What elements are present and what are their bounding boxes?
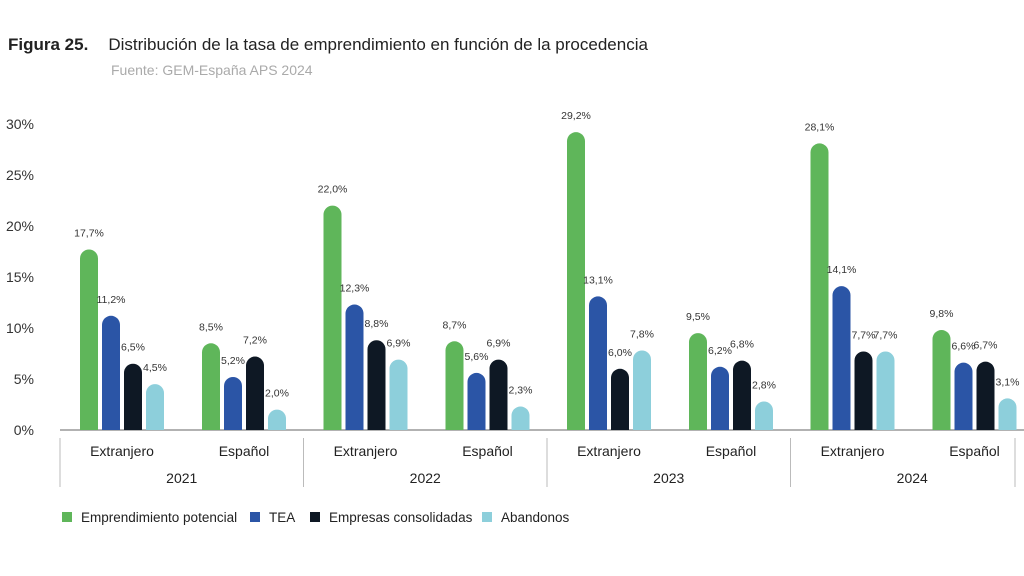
data-label: 28,1% [805, 121, 835, 133]
y-tick-label: 30% [6, 116, 34, 132]
data-label: 6,5% [121, 342, 145, 354]
bar-tea [589, 296, 607, 430]
data-label: 9,8% [930, 308, 954, 320]
year-label: 2021 [166, 470, 197, 486]
bar-tea [954, 362, 973, 430]
legend-label: Abandonos [501, 510, 570, 525]
category-label: Español [462, 443, 513, 459]
bar-abandonos [633, 350, 651, 430]
bar-empresas-consolidadas [854, 351, 873, 430]
bar-emprendimiento-potencial [567, 132, 585, 430]
data-label: 29,2% [561, 110, 591, 122]
data-label: 17,7% [74, 227, 104, 239]
bar-empresas-consolidadas [489, 359, 508, 430]
category-label: Extranjero [577, 443, 641, 459]
legend-swatch [250, 512, 260, 522]
data-label: 8,5% [199, 321, 223, 333]
year-label: 2022 [410, 470, 441, 486]
bar-emprendimiento-potencial [323, 205, 342, 430]
bar-empresas-consolidadas [367, 340, 386, 430]
bar-tea [832, 286, 851, 430]
figure-label: Figura 25. [8, 35, 89, 54]
y-tick-label: 5% [14, 371, 34, 387]
bar-abandonos [146, 384, 164, 430]
y-tick-label: 10% [6, 320, 34, 336]
data-label: 2,8% [752, 379, 776, 391]
y-tick-label: 20% [6, 218, 34, 234]
legend-swatch [310, 512, 320, 522]
data-label: 6,7% [974, 340, 998, 352]
category-label: Español [706, 443, 757, 459]
category-label: Español [219, 443, 270, 459]
data-label: 5,2% [221, 355, 245, 367]
data-label: 9,5% [686, 311, 710, 323]
data-label: 13,1% [583, 274, 613, 286]
data-label: 4,5% [143, 362, 167, 374]
data-label: 2,0% [265, 388, 289, 400]
bar-tea [711, 366, 729, 430]
data-label: 3,1% [996, 376, 1020, 388]
data-label: 22,0% [318, 184, 348, 196]
legend-label: Empresas consolidadas [329, 510, 473, 525]
y-tick-label: 15% [6, 269, 34, 285]
data-label: 8,7% [443, 319, 467, 331]
data-label: 8,8% [365, 318, 389, 330]
bar-empresas-consolidadas [246, 356, 264, 430]
bar-emprendimiento-potencial [932, 330, 951, 430]
bar-abandonos [998, 398, 1017, 430]
data-label: 7,2% [243, 335, 267, 347]
legend-label: Emprendimiento potencial [81, 510, 237, 525]
legend-swatch [62, 512, 72, 522]
data-label: 7,7% [874, 329, 898, 341]
bar-emprendimiento-potencial [445, 341, 464, 430]
data-label: 7,8% [630, 328, 654, 340]
bar-tea [102, 315, 120, 430]
bar-empresas-consolidadas [733, 360, 751, 430]
chart-title: Distribución de la tasa de emprendimient… [108, 35, 648, 54]
bar-tea [224, 376, 242, 430]
bar-tea [345, 304, 364, 430]
bar-emprendimiento-potencial [80, 249, 98, 430]
data-label: 2,3% [509, 385, 533, 397]
bar-abandonos [755, 401, 773, 430]
data-label: 6,9% [387, 338, 411, 350]
data-label: 6,6% [952, 341, 976, 353]
data-label: 5,6% [465, 351, 489, 363]
bar-emprendimiento-potencial [689, 333, 707, 430]
data-label: 6,2% [708, 345, 732, 357]
data-label: 7,7% [852, 329, 876, 341]
chart-subtitle: Fuente: GEM-España APS 2024 [111, 62, 313, 78]
year-label: 2023 [653, 470, 684, 486]
bar-tea [467, 372, 486, 430]
year-label: 2024 [897, 470, 928, 486]
bar-emprendimiento-potencial [810, 143, 829, 430]
bar-abandonos [268, 409, 286, 430]
data-label: 14,1% [827, 264, 857, 276]
bar-abandonos [876, 351, 895, 430]
category-label: Extranjero [90, 443, 154, 459]
category-label: Español [949, 443, 1000, 459]
bar-abandonos [511, 406, 530, 430]
data-label: 12,3% [340, 283, 370, 295]
category-label: Extranjero [821, 443, 885, 459]
legend-label: TEA [269, 510, 295, 525]
figure-title: Figura 25. Distribución de la tasa de emp… [8, 35, 648, 55]
bar-empresas-consolidadas [611, 368, 629, 430]
bar-abandonos [389, 359, 408, 430]
bar-emprendimiento-potencial [202, 343, 220, 430]
data-label: 6,8% [730, 339, 754, 351]
bar-empresas-consolidadas [124, 363, 142, 430]
category-label: Extranjero [334, 443, 398, 459]
y-tick-label: 0% [14, 422, 34, 438]
y-tick-label: 25% [6, 167, 34, 183]
legend-swatch [482, 512, 492, 522]
data-label: 6,9% [487, 338, 511, 350]
data-label: 11,2% [97, 294, 126, 306]
bar-empresas-consolidadas [976, 361, 995, 430]
data-label: 6,0% [608, 347, 632, 359]
